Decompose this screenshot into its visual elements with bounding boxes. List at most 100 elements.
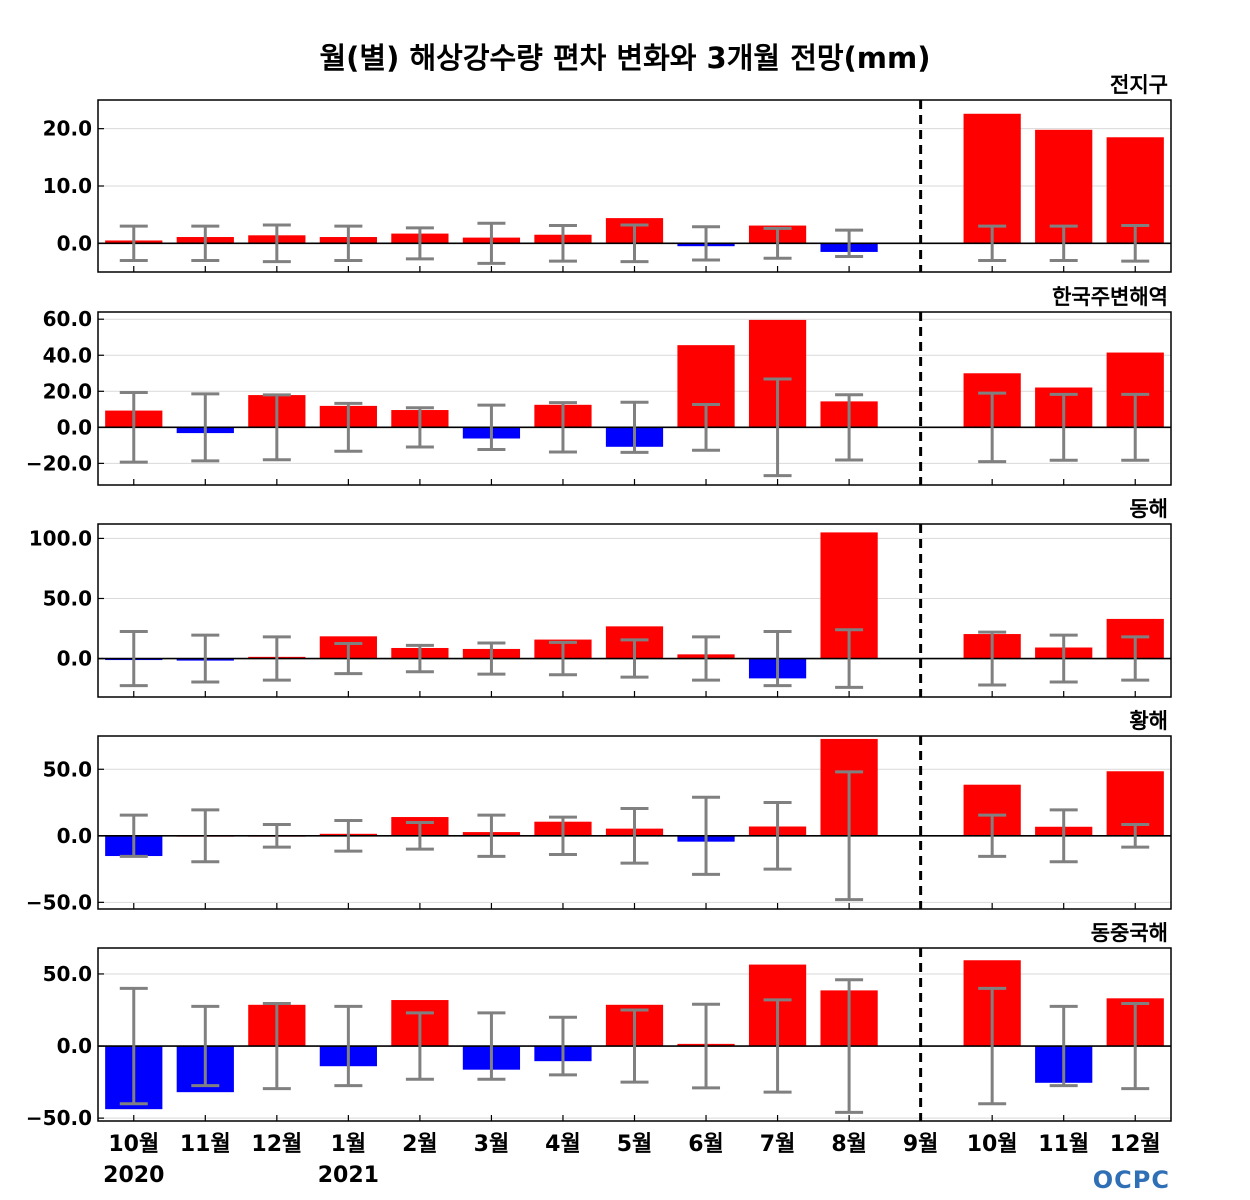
x-tick-label: 10월: [108, 1132, 159, 1157]
error-bar: [548, 1015, 577, 1077]
y-tick-label: 0.0: [57, 231, 92, 255]
error-bar: [763, 630, 792, 688]
error-bar: [334, 819, 363, 853]
error-bar: [978, 630, 1007, 687]
error-bar: [548, 224, 577, 263]
error-bar: [763, 377, 792, 478]
error-bar: [978, 813, 1007, 858]
error-bar: [119, 813, 148, 858]
error-bar: [119, 630, 148, 688]
panel-name: 동해: [1129, 497, 1168, 521]
panel-name: 한국주변해역: [1052, 285, 1168, 309]
panel-name: 전지구: [1110, 73, 1168, 97]
error-bar: [620, 638, 649, 679]
x-tick-label: 4월: [545, 1132, 581, 1157]
year-label: 2021: [318, 1163, 379, 1188]
panel-3: 황해 −50.0 0.0 50.0: [26, 709, 1172, 914]
error-bar: [835, 228, 864, 259]
panel-2: 동해 0.0 50.0 100.0: [29, 497, 1172, 698]
panel-1: 한국주변해역 −20.0 0.0 20.0 40.0 60.0: [26, 285, 1172, 486]
x-tick-label: 5월: [617, 1132, 653, 1157]
error-bar: [334, 224, 363, 263]
error-bar: [405, 643, 434, 674]
error-bar: [477, 1011, 506, 1081]
x-tick-label: 7월: [760, 1132, 796, 1157]
error-bar: [191, 224, 220, 263]
ocpc-logo: OCPC: [1093, 1166, 1170, 1194]
error-bar: [262, 393, 291, 462]
year-label: 2020: [103, 1163, 164, 1188]
error-bar: [835, 978, 864, 1114]
error-bar: [835, 770, 864, 902]
error-bar: [692, 795, 721, 876]
panel-4: 동중국해 −50.0 0.0 50.0: [26, 921, 1172, 1130]
y-tick-label: 0.0: [57, 647, 92, 671]
x-tick-label: 12월: [1110, 1132, 1161, 1157]
error-bar: [477, 221, 506, 265]
error-bar: [763, 226, 792, 260]
error-bar: [334, 401, 363, 453]
x-tick-label: 10월: [967, 1132, 1018, 1157]
error-bar: [763, 801, 792, 871]
panel-0: 전지구 0.0 10.0 20.0: [43, 73, 1172, 273]
error-bar: [405, 406, 434, 449]
error-bar: [620, 1008, 649, 1084]
error-bar: [692, 1002, 721, 1090]
error-bar: [477, 813, 506, 858]
error-bar: [620, 400, 649, 454]
error-bar: [1049, 633, 1078, 684]
x-tick-label: 9월: [903, 1132, 939, 1157]
error-bar: [692, 402, 721, 452]
error-bar: [119, 224, 148, 263]
x-tick-label: 6월: [688, 1132, 724, 1157]
ocpc-logo-text: OCPC: [1093, 1166, 1170, 1194]
error-bar: [548, 640, 577, 677]
error-bar: [1049, 1004, 1078, 1088]
y-tick-label: 10.0: [43, 174, 92, 198]
error-bar: [620, 807, 649, 865]
x-tick-label: 2월: [402, 1132, 438, 1157]
error-bar: [1121, 635, 1150, 682]
error-bar: [334, 1004, 363, 1088]
bar-10월: [963, 113, 1021, 244]
error-bar: [835, 628, 864, 689]
y-tick-label: −50.0: [26, 890, 92, 914]
y-tick-label: 50.0: [43, 962, 92, 986]
error-bar: [191, 1004, 220, 1088]
x-tick-label: 8월: [831, 1132, 867, 1157]
y-tick-label: 100.0: [29, 526, 92, 550]
error-bar: [119, 986, 148, 1106]
error-bar: [191, 633, 220, 684]
error-bar: [262, 822, 291, 849]
bar-11월: [1035, 129, 1093, 244]
error-bar: [334, 642, 363, 676]
error-bar: [262, 223, 291, 264]
error-bar: [477, 641, 506, 676]
y-tick-label: 50.0: [43, 757, 92, 781]
y-tick-label: 50.0: [43, 586, 92, 610]
error-bar: [262, 1002, 291, 1091]
error-bar: [620, 223, 649, 264]
error-bar: [978, 224, 1007, 263]
x-tick-label: 1월: [331, 1132, 367, 1157]
y-tick-label: −50.0: [26, 1106, 92, 1130]
y-tick-label: 40.0: [43, 343, 92, 367]
error-bar: [1121, 392, 1150, 462]
y-tick-label: 0.0: [57, 1034, 92, 1058]
error-bar: [405, 1011, 434, 1081]
x-tick-label: 11월: [180, 1132, 231, 1157]
y-tick-label: 60.0: [43, 307, 92, 331]
error-bar: [548, 401, 577, 454]
error-bar: [405, 226, 434, 261]
y-tick-label: 0.0: [57, 415, 92, 439]
error-bar: [1049, 808, 1078, 864]
error-bar: [1121, 224, 1150, 263]
error-bar: [119, 391, 148, 464]
y-tick-label: 20.0: [43, 379, 92, 403]
error-bar: [262, 635, 291, 682]
x-tick-label: 12월: [251, 1132, 302, 1157]
panel-name: 황해: [1129, 709, 1168, 733]
error-bar: [1049, 392, 1078, 462]
x-axis-labels: 10월 11월 12월 1월 2월 3월 4월 5월 6월 7월 8월 9월 10월 11월 12월 2020…: [103, 1132, 1161, 1188]
